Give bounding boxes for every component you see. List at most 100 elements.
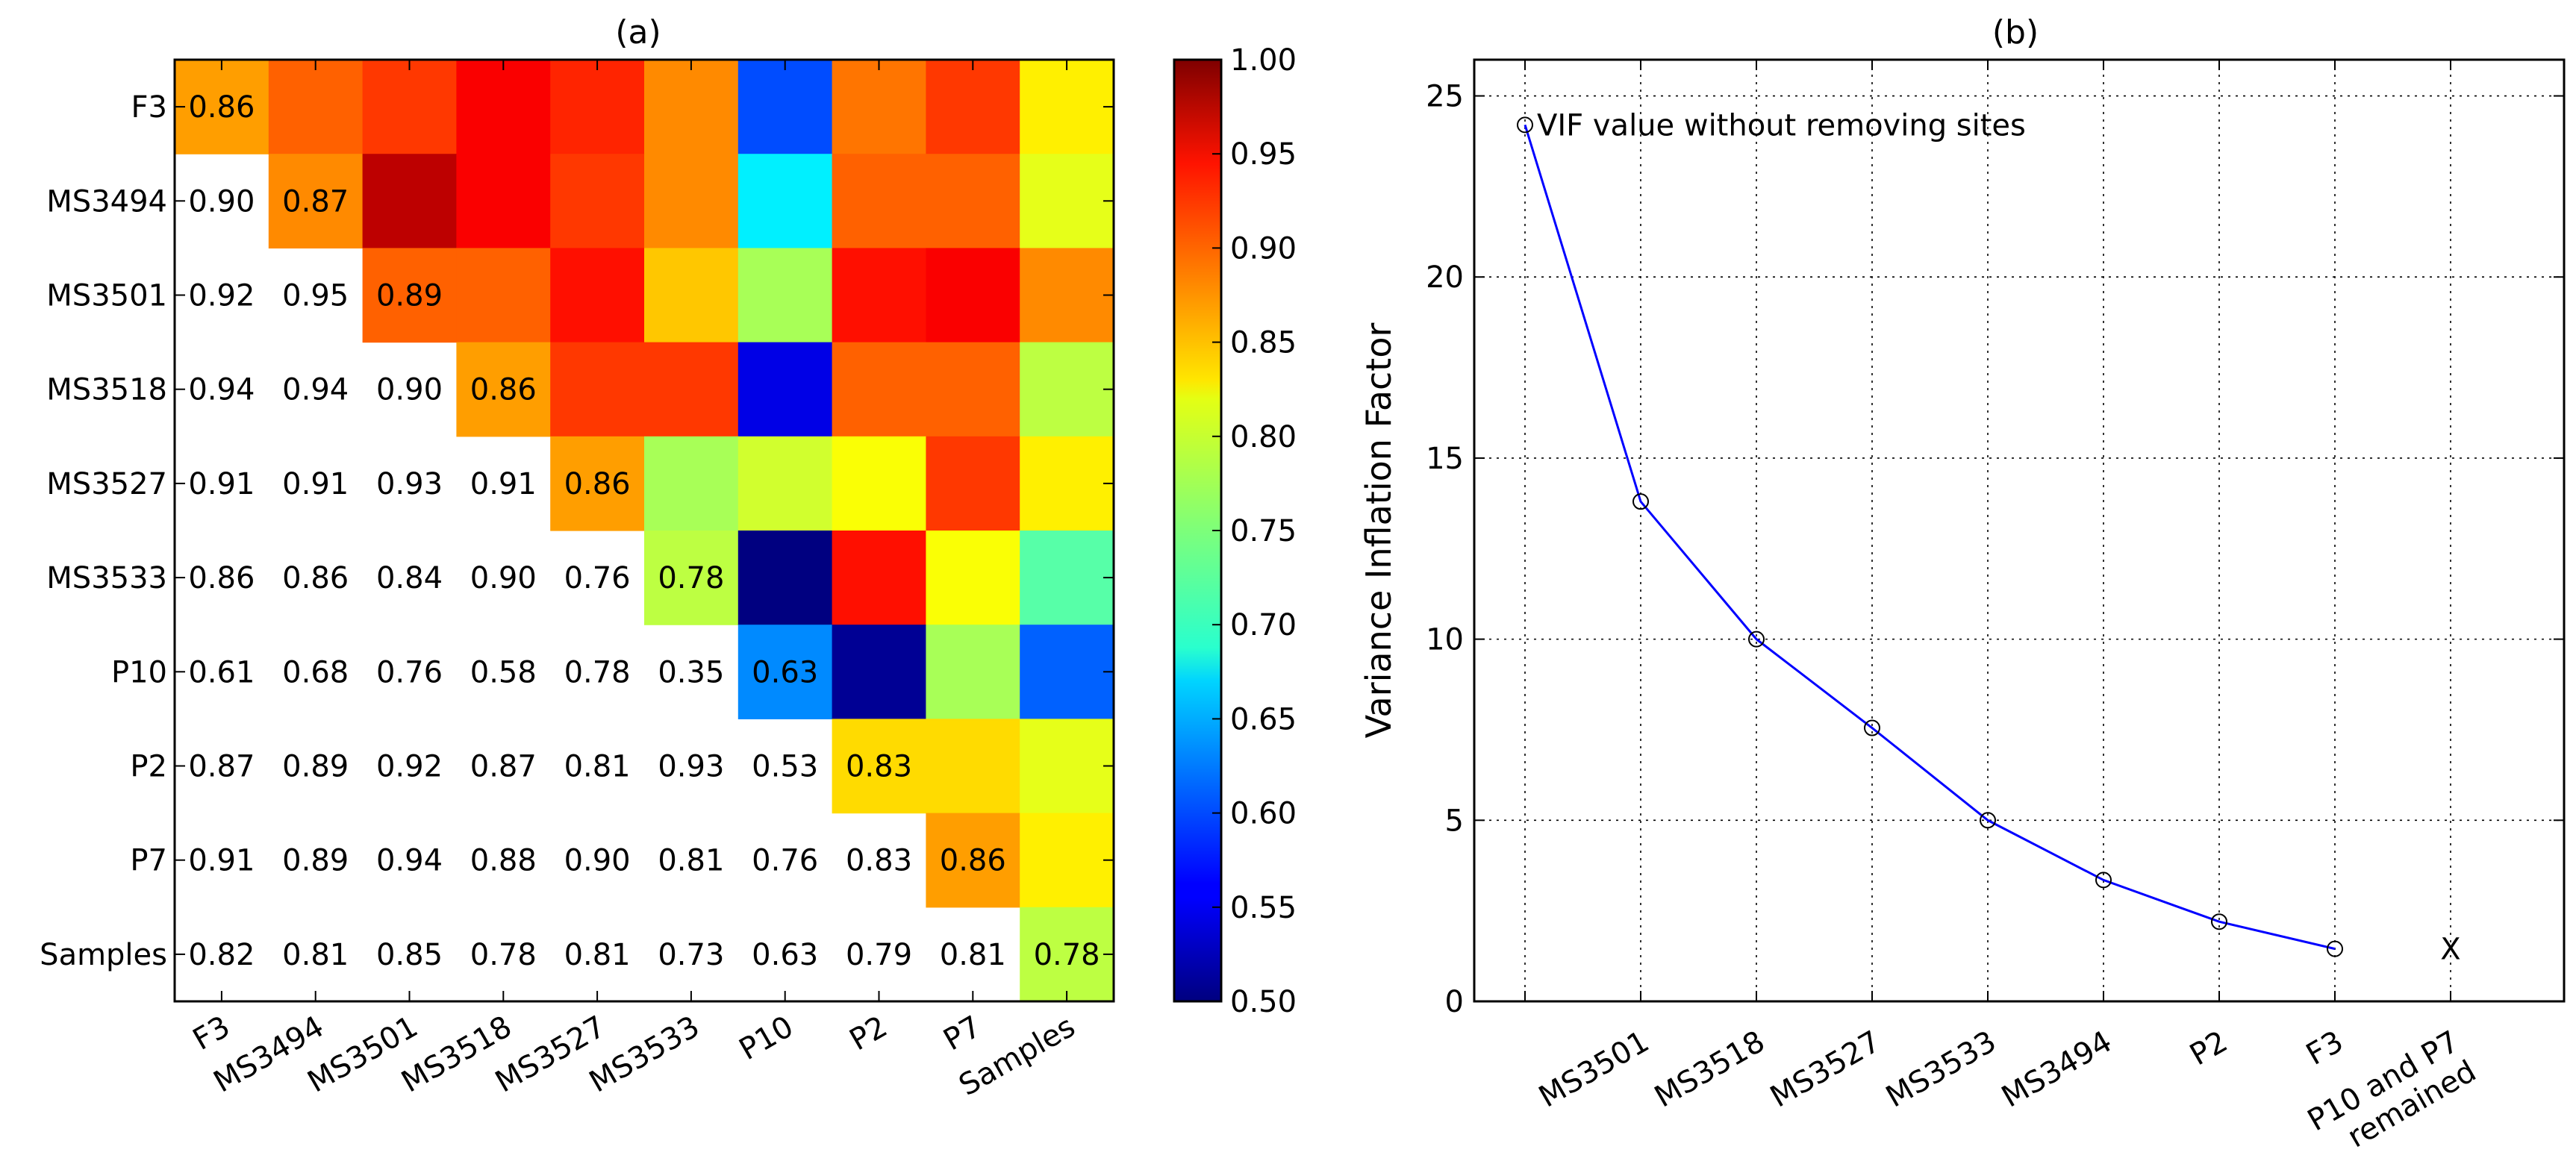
heatmap-row-label: P2	[130, 750, 167, 784]
vif-y-ticks: 0 5 10 15 20 25	[1426, 80, 2564, 1019]
vif-point	[1980, 812, 1996, 829]
heatmap-cell	[737, 248, 833, 343]
heatmap-cell-diagonal	[268, 154, 364, 248]
heatmap-cell	[1020, 625, 1114, 719]
heatmap-cell	[644, 60, 739, 154]
heatmap-row-label: MS3533	[46, 561, 167, 595]
heatmap-value-label: 0.76	[564, 561, 631, 595]
heatmap-cell	[832, 436, 926, 531]
heatmap-row-ticks: F3 MS3494 MS3501 MS3518 MS3527 MS3533 P10 P2 P7 S…	[40, 90, 1114, 972]
heatmap-value-label: 0.63	[752, 938, 818, 972]
heatmap-value-label: 0.90	[470, 561, 537, 595]
heatmap-cell	[737, 436, 833, 531]
heatmap-cell	[737, 342, 833, 437]
heatmap-value-label: 0.87	[282, 184, 349, 219]
colorbar-tick-label: 0.50	[1230, 985, 1297, 1019]
heatmap-row-label: Samples	[40, 938, 167, 972]
heatmap-value-label: 0.91	[470, 467, 537, 501]
heatmap-value-label: 0.81	[282, 938, 349, 972]
vif-x-tick-label-line: P2	[2184, 1024, 2233, 1073]
vif-x-tick-label-line: MS3518	[1649, 1024, 1771, 1115]
heatmap-value-label: 0.53	[752, 750, 818, 784]
colorbar-tick-label: 0.95	[1230, 137, 1297, 172]
heatmap-value-label: 0.89	[282, 750, 349, 784]
heatmap-cell	[644, 342, 739, 437]
heatmap-cell-diagonal	[456, 342, 551, 437]
heatmap-row-label: MS3494	[46, 184, 167, 219]
vif-line	[1524, 124, 2336, 951]
heatmap-panel: (a) 0.86 0.90 0.87 0.92 0.95 0.89 0.94 0.94 0.90…	[40, 13, 1115, 1103]
heatmap-col-label: P10	[734, 1010, 799, 1067]
vif-y-tick-label: 0	[1445, 985, 1464, 1019]
heatmap-cell	[926, 531, 1020, 625]
heatmap-cell	[644, 154, 739, 248]
colorbar-tick-label: 0.75	[1230, 514, 1297, 548]
heatmap-value-label: 0.85	[376, 938, 443, 972]
colorbar-tick-label: 0.80	[1230, 420, 1297, 454]
heatmap-cell	[644, 248, 739, 343]
vif-x-tick-label: MS3494	[1996, 1024, 2118, 1115]
heatmap-value-label: 0.79	[846, 938, 912, 972]
heatmap-cell	[737, 60, 833, 154]
heatmap-value-label: 0.86	[940, 844, 1006, 878]
vif-panel: (b) 0 5 10 15 20 25 MS3501MS3518MS3527MS3533M…	[1359, 13, 2566, 1155]
heatmap-cell	[362, 154, 457, 248]
heatmap-value-label: 0.58	[470, 655, 537, 689]
heatmap-value-label: 0.63	[752, 655, 818, 689]
heatmap-value-label: 0.35	[658, 655, 724, 689]
vif-x-tick-label: F3	[2301, 1024, 2349, 1072]
heatmap-value-label: 0.78	[470, 938, 537, 972]
vif-point	[2327, 940, 2343, 957]
heatmap-cell	[926, 625, 1020, 719]
vif-series	[1517, 116, 2343, 957]
heatmap-value-label: 0.87	[470, 750, 537, 784]
heatmap-value-label: 0.94	[188, 373, 255, 407]
heatmap-value-label: 0.94	[282, 373, 349, 407]
vif-y-tick-label: 15	[1426, 442, 1464, 476]
heatmap-cell	[832, 625, 926, 719]
heatmap-cell	[550, 154, 645, 248]
heatmap-cell	[456, 60, 551, 154]
heatmap-row-label: MS3527	[46, 467, 167, 501]
heatmap-value-label: 0.76	[376, 655, 443, 689]
heatmap-col-label: P2	[844, 1010, 894, 1058]
vif-x-tick-label-line: MS3494	[1996, 1024, 2118, 1115]
heatmap-cell	[926, 248, 1020, 343]
heatmap-cell	[1020, 154, 1114, 248]
heatmap-value-label: 0.95	[282, 279, 349, 313]
heatmap-value-label: 0.68	[282, 655, 349, 689]
heatmap-value-label: 0.94	[376, 844, 443, 878]
heatmap-value-label: 0.78	[658, 561, 724, 595]
heatmap-value-label: 0.83	[846, 750, 912, 784]
heatmap-title: (a)	[615, 13, 661, 51]
heatmap-value-label: 0.81	[564, 938, 631, 972]
heatmap-value-label: 0.93	[376, 467, 443, 501]
heatmap-cell	[926, 60, 1020, 154]
heatmap-cell-diagonal	[644, 531, 739, 625]
heatmap-col-label: P7	[938, 1010, 987, 1058]
vif-point	[1864, 719, 1880, 736]
heatmap-value-label: 0.86	[188, 561, 255, 595]
colorbar-tick-label: 0.70	[1230, 608, 1297, 642]
vif-annotation-baseline: VIF value without removing sites	[1537, 108, 2026, 143]
heatmap-value-label: 0.90	[376, 373, 443, 407]
heatmap-value-label: 0.76	[752, 844, 818, 878]
vif-title: (b)	[1992, 13, 2039, 51]
vif-frame	[1473, 58, 2566, 1003]
heatmap-col-label: F3	[187, 1010, 236, 1057]
heatmap-value-label: 0.86	[282, 561, 349, 595]
heatmap-cell	[832, 342, 926, 437]
heatmap-row-label: P7	[130, 844, 167, 878]
heatmap-value-label: 0.81	[940, 938, 1006, 972]
vif-x-tick-label-line: F3	[2301, 1024, 2349, 1072]
vif-y-tick-label: 10	[1426, 623, 1464, 657]
heatmap-value-label: 0.86	[188, 90, 255, 125]
colorbar-tick-label: 0.60	[1230, 797, 1297, 831]
heatmap-value-label: 0.90	[564, 844, 631, 878]
heatmap-value-label: 0.87	[188, 750, 255, 784]
heatmap-row-label: P10	[111, 655, 167, 689]
heatmap-value-label: 0.83	[846, 844, 912, 878]
heatmap-value-label: 0.91	[282, 467, 349, 501]
heatmap-value-label: 0.91	[188, 467, 255, 501]
